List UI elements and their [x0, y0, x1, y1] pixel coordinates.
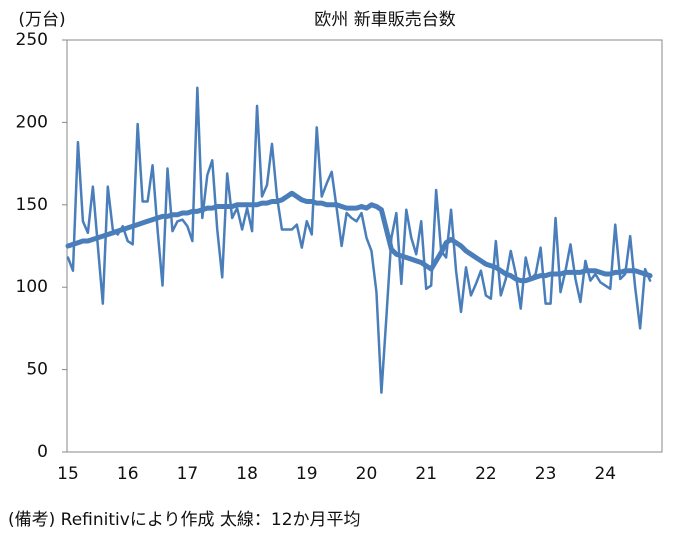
chart-title: 欧州 新車販売台数	[314, 10, 455, 30]
y-tick-label: 0	[37, 442, 48, 462]
y-tick-label: 250	[16, 30, 48, 50]
x-tick-label: 24	[594, 464, 616, 484]
x-tick-label: 17	[177, 464, 199, 484]
y-unit: (万台)	[18, 10, 65, 30]
series-line	[65, 190, 653, 284]
note: (備考) Refinitivにより作成 太線：12か月平均	[8, 510, 361, 530]
x-tick-label: 23	[535, 464, 557, 484]
x-tick-label: 20	[356, 464, 378, 484]
x-tick-label: 18	[236, 464, 258, 484]
x-tick-label: 19	[296, 464, 318, 484]
x-tick-label: 16	[117, 464, 139, 484]
y-tick-label: 200	[16, 112, 48, 132]
y-tick-label: 50	[26, 360, 48, 380]
series-line	[66, 86, 652, 394]
plot-frame	[66, 39, 663, 453]
x-tick-label: 15	[57, 464, 79, 484]
y-tick-label: 100	[16, 277, 48, 297]
x-tick-label: 22	[475, 464, 497, 484]
x-tick-label: 21	[415, 464, 437, 484]
y-tick-label: 150	[16, 195, 48, 215]
